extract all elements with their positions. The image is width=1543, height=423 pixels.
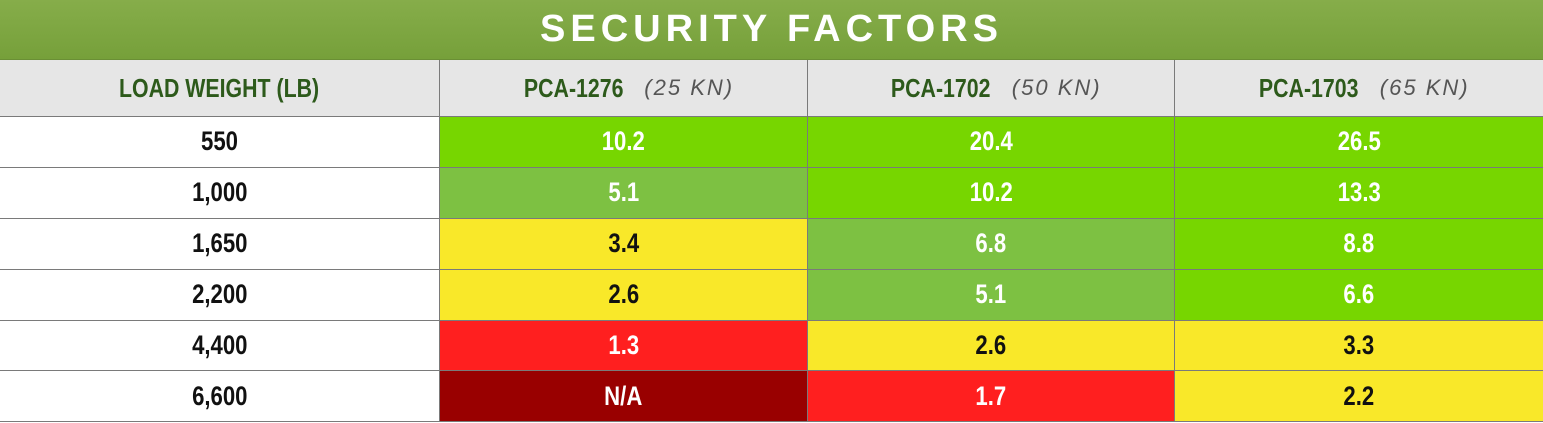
factor-cell: 2.6 [808, 320, 1175, 372]
factor-cell: 10.2 [808, 167, 1175, 219]
factor-text: 2.6 [608, 279, 639, 310]
factor-text: 10.2 [601, 126, 646, 157]
factor-cell: 5.1 [808, 269, 1175, 321]
factor-text: 26.5 [1337, 126, 1381, 157]
header-cell: PCA-1702 (50 KN) [808, 60, 1175, 117]
weight-text: 4,400 [191, 330, 248, 360]
weight-cell: 2,200 [0, 269, 440, 321]
factor-cell: 1.3 [440, 320, 808, 372]
factor-cell: 1.7 [808, 371, 1175, 423]
weight-text: 550 [201, 126, 238, 157]
factor-text: 1.3 [608, 330, 639, 360]
factor-text: 20.4 [969, 126, 1013, 157]
weight-text: 2,200 [191, 279, 248, 310]
factor-text: 6.6 [1343, 279, 1375, 310]
model-rating: (50 KN) [1011, 75, 1102, 100]
weight-cell: 6,600 [0, 371, 440, 423]
model-rating: (25 KN) [644, 75, 735, 100]
title: SECURITY FACTORS [0, 0, 1543, 60]
factor-text: 13.3 [1337, 177, 1381, 208]
factor-cell: 3.4 [440, 218, 808, 270]
header-cell: PCA-1703 (65 KN) [1175, 60, 1543, 117]
header-cell: PCA-1276 (25 KN) [440, 60, 808, 117]
weight-cell: 1,650 [0, 218, 440, 270]
factor-cell: 13.3 [1175, 167, 1543, 219]
model-name: PCA-1276 [523, 72, 624, 103]
factor-text: 10.2 [969, 177, 1013, 208]
factor-text: N/A [604, 380, 643, 411]
factor-cell: 2.6 [440, 269, 808, 321]
factor-text: 2.2 [1343, 380, 1375, 411]
factor-text: 5.1 [608, 177, 639, 208]
table: LOAD WEIGHT (LB) PCA-1276 (25 KN) PCA-1702 (… [0, 60, 1543, 423]
weight-text: 1,650 [191, 228, 248, 259]
factor-cell: 10.2 [440, 117, 808, 168]
factor-cell: 2.2 [1175, 371, 1543, 423]
factor-text: 3.3 [1343, 330, 1375, 360]
factor-text: 5.1 [975, 279, 1007, 310]
weight-cell: 4,400 [0, 320, 440, 372]
factor-text: 1.7 [975, 380, 1007, 411]
factor-cell: 26.5 [1175, 117, 1543, 168]
factor-cell: 3.3 [1175, 320, 1543, 372]
weight-cell: 1,000 [0, 167, 440, 219]
factor-text: 2.6 [975, 330, 1007, 360]
factor-cell: 6.8 [808, 218, 1175, 270]
model-name: PCA-1703 [1259, 72, 1359, 103]
weight-cell: 550 [0, 117, 440, 168]
header-text: LOAD WEIGHT (LB) [119, 72, 320, 103]
factor-cell: N/A [440, 371, 808, 423]
factor-text: 8.8 [1343, 228, 1375, 259]
factor-text: 6.8 [975, 228, 1007, 259]
factor-cell: 20.4 [808, 117, 1175, 168]
model-name: PCA-1702 [891, 72, 991, 103]
factor-cell: 5.1 [440, 167, 808, 219]
weight-text: 1,000 [191, 177, 248, 208]
model-rating: (65 KN) [1379, 75, 1470, 100]
factor-cell: 8.8 [1175, 218, 1543, 270]
header-cell: LOAD WEIGHT (LB) [0, 60, 440, 117]
factor-text: 3.4 [608, 228, 639, 259]
weight-text: 6,600 [191, 380, 248, 411]
factor-cell: 6.6 [1175, 269, 1543, 321]
